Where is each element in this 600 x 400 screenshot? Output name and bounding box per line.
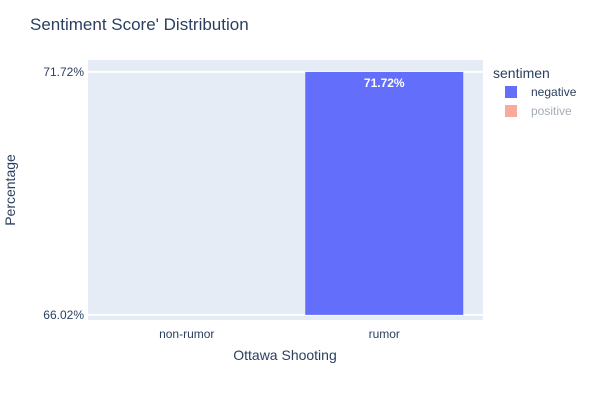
legend-items: negative positive bbox=[505, 85, 577, 118]
x-tick-label: non-rumor bbox=[159, 327, 214, 341]
legend-swatch[interactable] bbox=[505, 86, 517, 98]
bar-value-label: 71.72% bbox=[364, 76, 405, 90]
legend[interactable]: sentimen negative positive bbox=[493, 65, 577, 118]
bar[interactable] bbox=[305, 71, 464, 315]
x-tick-label: rumor bbox=[369, 327, 400, 341]
x-axis-title: Ottawa Shooting bbox=[233, 347, 337, 363]
bars bbox=[305, 71, 464, 315]
bar-labels: 71.72% bbox=[364, 76, 405, 90]
y-axis-title: Percentage bbox=[2, 154, 18, 226]
x-axis-ticks: non-rumor rumor bbox=[159, 327, 400, 341]
legend-item-label[interactable]: positive bbox=[531, 104, 572, 118]
y-tick-label: 71.72% bbox=[43, 65, 84, 79]
legend-item-label[interactable]: negative bbox=[531, 85, 577, 99]
legend-title: sentimen bbox=[493, 65, 550, 81]
legend-swatch[interactable] bbox=[505, 105, 517, 117]
y-tick-label: 66.02% bbox=[43, 308, 84, 322]
chart-title: Sentiment Score' Distribution bbox=[30, 15, 249, 34]
y-axis-ticks: 66.02% 71.72% bbox=[43, 65, 84, 322]
